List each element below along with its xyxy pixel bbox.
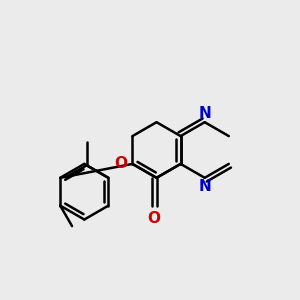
Text: O: O — [147, 211, 160, 226]
Text: O: O — [115, 156, 128, 171]
Text: N: N — [198, 179, 211, 194]
Text: N: N — [198, 106, 211, 121]
